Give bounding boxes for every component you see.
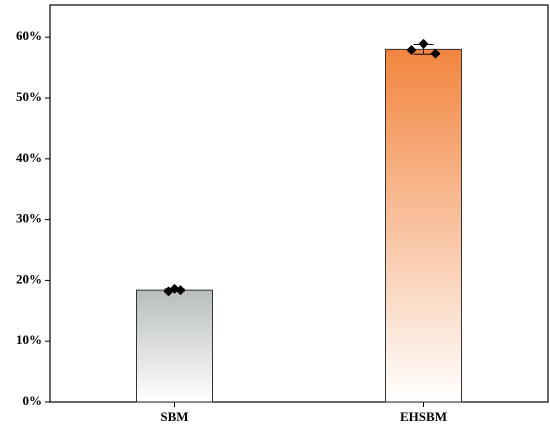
x-tick-label: EHSBM <box>400 409 447 424</box>
data-point <box>418 38 429 49</box>
y-tick-label: 30% <box>16 211 42 226</box>
plot-frame <box>49 4 549 403</box>
data-point <box>175 285 186 296</box>
y-tick-label: 50% <box>16 89 42 104</box>
x-tick-label: SBM <box>160 409 188 424</box>
data-point <box>406 44 417 55</box>
y-tick-label: 10% <box>16 332 42 347</box>
y-tick-label: 40% <box>16 150 42 165</box>
data-point <box>430 48 441 59</box>
y-tick-label: 0% <box>23 393 43 408</box>
y-tick-label: 20% <box>16 271 42 286</box>
y-tick-label: 60% <box>16 28 42 43</box>
bar <box>385 48 462 403</box>
bar <box>136 289 213 403</box>
